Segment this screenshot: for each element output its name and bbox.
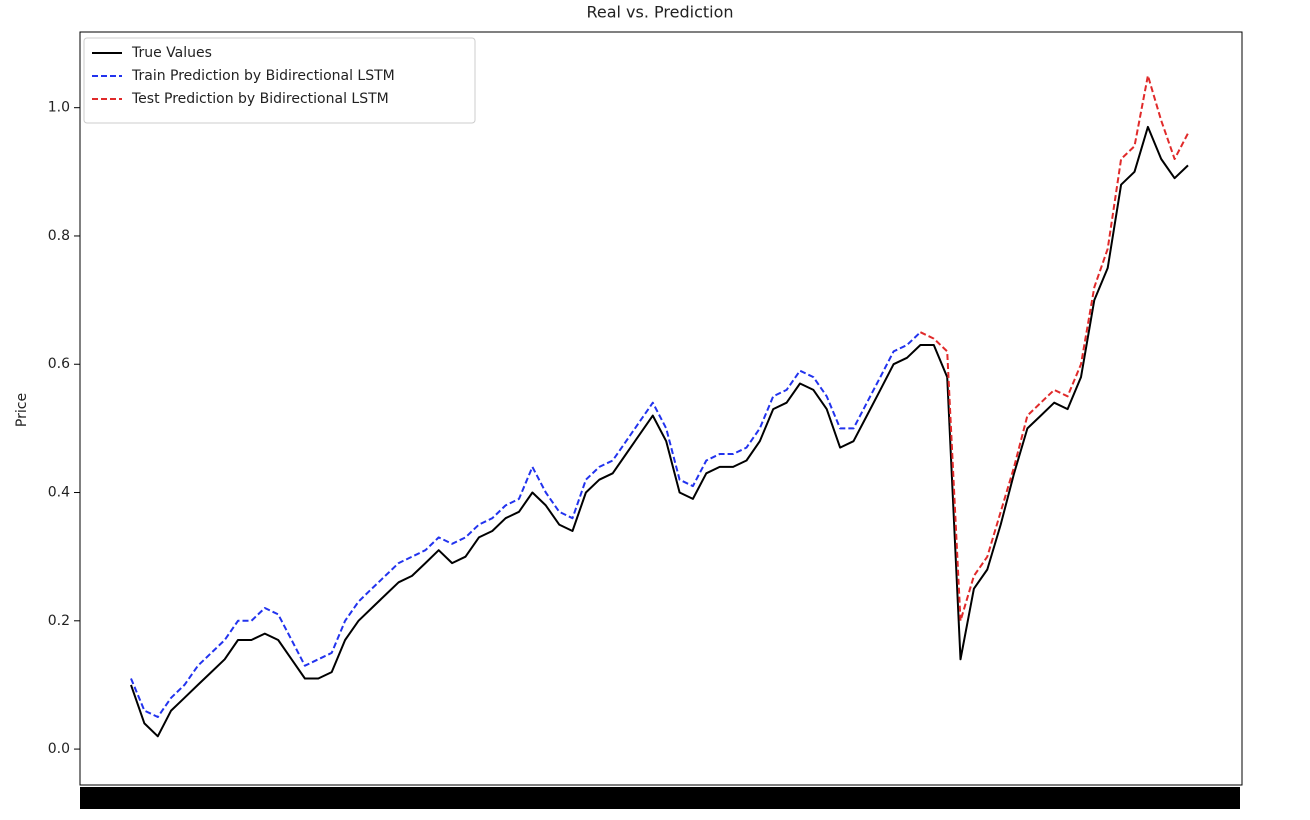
legend-label: Test Prediction by Bidirectional LSTM	[131, 91, 389, 107]
legend-label: Train Prediction by Bidirectional LSTM	[131, 68, 395, 84]
y-tick-label: 0.8	[48, 228, 70, 244]
legend-box	[83, 37, 476, 124]
chart-title: Real vs. Prediction	[586, 3, 733, 22]
legend-label: True Values	[131, 45, 212, 61]
y-tick-label: 1.0	[48, 100, 70, 116]
plot-frame	[79, 31, 1243, 786]
y-tick-label: 0.0	[48, 741, 70, 757]
y-tick-label: 0.6	[48, 356, 70, 372]
x-tick-labels-overlap	[80, 787, 1240, 809]
y-tick-label: 0.4	[48, 485, 70, 501]
legend: True Values Train Prediction by Bidirecti…	[83, 37, 476, 124]
series-line	[919, 74, 1189, 622]
y-tick-label: 0.2	[48, 613, 70, 629]
y-axis-label: Price	[14, 393, 30, 427]
series-line	[130, 125, 1189, 738]
series-line	[130, 331, 922, 718]
